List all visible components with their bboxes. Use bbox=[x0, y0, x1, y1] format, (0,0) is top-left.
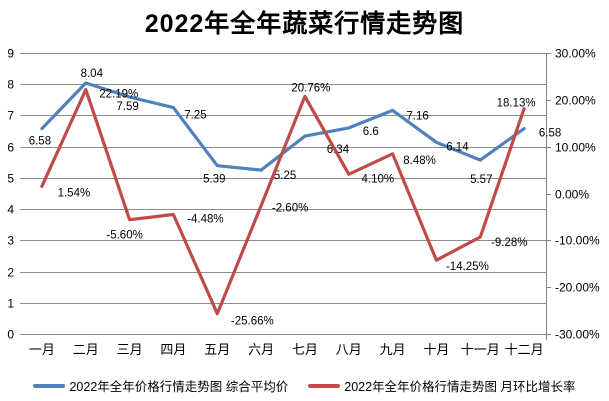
data-label: 7.59 bbox=[116, 101, 138, 113]
data-label: 5.25 bbox=[274, 170, 296, 182]
x-axis-label: 二月 bbox=[73, 342, 99, 357]
data-label: 6.6 bbox=[363, 126, 379, 138]
left-axis-tick-label: 2 bbox=[7, 266, 14, 280]
data-label: 7.16 bbox=[406, 110, 428, 122]
data-label: -2.60% bbox=[272, 203, 308, 215]
left-axis-tick-label: 0 bbox=[7, 328, 14, 342]
chart-legend: 2022年全年价格行情走势图 综合平均价 2022年全年价格行情走势图 月环比增… bbox=[0, 376, 609, 395]
data-label: 6.58 bbox=[29, 136, 51, 148]
data-label: 8.04 bbox=[81, 68, 104, 80]
data-label: -9.28% bbox=[491, 237, 527, 249]
x-axis-label: 六月 bbox=[248, 342, 274, 357]
data-label: 4.10% bbox=[361, 173, 394, 185]
data-label: 6.58 bbox=[539, 128, 561, 140]
data-label: 7.25 bbox=[184, 110, 206, 122]
series-line-growth-rate bbox=[40, 87, 526, 316]
data-label: 5.57 bbox=[470, 174, 492, 186]
data-label: 1.54% bbox=[58, 187, 91, 199]
data-label: -5.60% bbox=[106, 230, 142, 242]
x-axis-label: 九月 bbox=[380, 342, 406, 357]
data-label: -25.66% bbox=[231, 316, 274, 328]
left-axis-tick-label: 8 bbox=[7, 78, 14, 92]
legend-label-average-price: 2022年全年价格行情走势图 综合平均价 bbox=[69, 380, 289, 394]
data-label: 8.48% bbox=[403, 155, 436, 167]
right-axis-tick-label: 20.00% bbox=[555, 94, 596, 108]
x-axis-label: 三月 bbox=[117, 342, 143, 357]
data-label: -4.48% bbox=[187, 214, 223, 226]
left-axis-tick-label: 3 bbox=[7, 234, 14, 248]
left-axis-tick-label: 6 bbox=[7, 141, 14, 155]
legend-item-growth-rate: 2022年全年价格行情走势图 月环比增长率 bbox=[308, 376, 576, 395]
left-axis-tick-label: 4 bbox=[7, 203, 14, 217]
legend-item-average-price: 2022年全年价格行情走势图 综合平均价 bbox=[33, 376, 288, 395]
x-axis-label: 十二月 bbox=[505, 342, 544, 357]
data-label: -14.25% bbox=[446, 261, 489, 273]
right-axis-tick-label: -10.00% bbox=[555, 234, 600, 248]
right-axis-tick-label: -30.00% bbox=[555, 328, 600, 342]
x-axis-label: 四月 bbox=[160, 342, 186, 357]
data-label: 20.76% bbox=[291, 82, 330, 94]
left-axis-tick-label: 7 bbox=[7, 109, 14, 123]
legend-label-growth-rate: 2022年全年价格行情走势图 月环比增长率 bbox=[344, 380, 576, 394]
right-axis-tick-label: 30.00% bbox=[555, 47, 596, 61]
data-label: 5.39 bbox=[203, 174, 225, 186]
left-axis-tick-label: 9 bbox=[7, 47, 14, 61]
data-label: 22.19% bbox=[99, 89, 138, 101]
x-axis-label: 十一月 bbox=[461, 342, 500, 357]
x-axis-label: 五月 bbox=[204, 342, 230, 357]
legend-line-sample-blue bbox=[33, 383, 66, 388]
x-axis-label: 一月 bbox=[29, 342, 55, 357]
chart-title: 2022年全年蔬菜行情走势图 bbox=[144, 10, 465, 38]
right-axis-tick-label: 0.00% bbox=[555, 188, 589, 202]
left-axis-tick-label: 1 bbox=[7, 297, 14, 311]
x-axis-label: 八月 bbox=[336, 342, 362, 357]
left-axis-tick-label: 5 bbox=[7, 172, 14, 186]
x-axis-label: 七月 bbox=[292, 342, 318, 357]
legend-line-sample-red bbox=[308, 383, 341, 388]
data-label: 18.13% bbox=[497, 98, 536, 110]
data-label: 6.14 bbox=[446, 141, 469, 153]
right-axis-tick-label: 10.00% bbox=[555, 141, 596, 155]
x-axis-label: 十月 bbox=[423, 342, 449, 357]
right-axis-tick-label: -20.00% bbox=[555, 281, 600, 295]
